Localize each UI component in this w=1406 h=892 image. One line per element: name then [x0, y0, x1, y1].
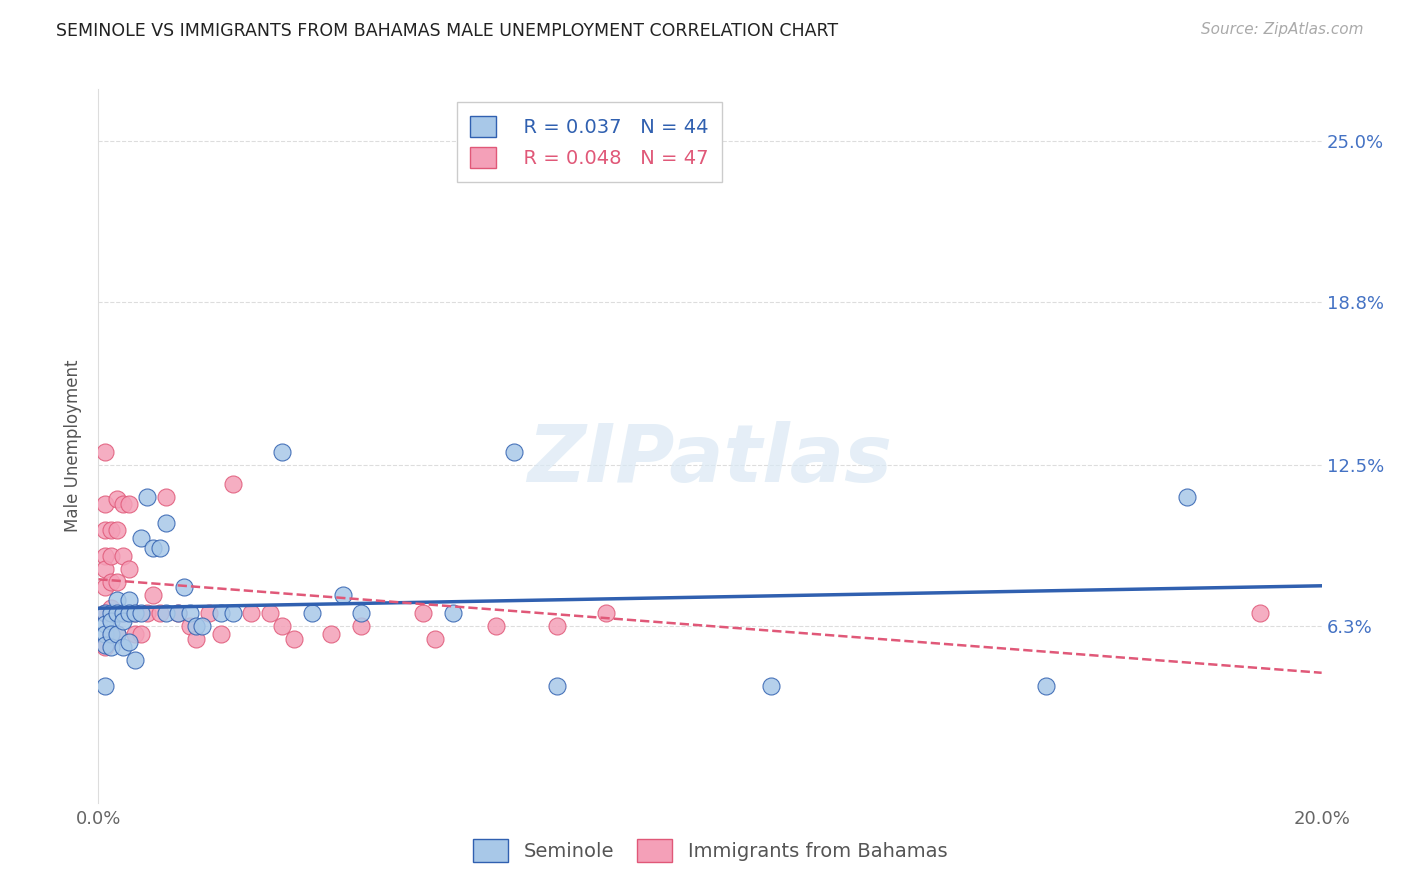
Point [759, 679, 782, 693]
Point [124, 607, 146, 621]
Point [270, 619, 292, 633]
Point [111, 607, 134, 621]
Point [93, 445, 115, 459]
Point [118, 607, 141, 621]
Point [350, 619, 373, 633]
Point [136, 607, 159, 621]
Point [100, 549, 122, 564]
Point [118, 593, 141, 607]
Point [222, 476, 245, 491]
Point [100, 524, 122, 538]
Point [1249, 607, 1271, 621]
Point [118, 635, 141, 649]
Point [167, 607, 190, 621]
Point [167, 607, 190, 621]
Point [350, 607, 373, 621]
Point [222, 607, 245, 621]
Point [485, 619, 508, 633]
Point [105, 627, 128, 641]
Point [240, 607, 263, 621]
Point [173, 581, 195, 595]
Point [93, 581, 115, 595]
Point [546, 679, 568, 693]
Point [423, 632, 446, 647]
Point [124, 627, 146, 641]
Point [155, 516, 177, 530]
Point [595, 607, 617, 621]
Point [332, 588, 354, 602]
Point [111, 640, 134, 654]
Point [319, 627, 342, 641]
Point [209, 627, 232, 641]
Point [191, 619, 214, 633]
Point [186, 619, 208, 633]
Point [270, 445, 292, 459]
Legend: Seminole, Immigrants from Bahamas: Seminole, Immigrants from Bahamas [463, 830, 957, 871]
Point [149, 541, 172, 556]
Y-axis label: Male Unemployment: Male Unemployment [65, 359, 83, 533]
Point [111, 497, 134, 511]
Point [155, 490, 177, 504]
Point [179, 619, 201, 633]
Point [441, 607, 464, 621]
Point [1035, 679, 1057, 693]
Point [1175, 490, 1198, 504]
Point [129, 627, 152, 641]
Point [100, 627, 122, 641]
Text: SEMINOLE VS IMMIGRANTS FROM BAHAMAS MALE UNEMPLOYMENT CORRELATION CHART: SEMINOLE VS IMMIGRANTS FROM BAHAMAS MALE… [56, 22, 838, 40]
Point [105, 575, 128, 590]
Point [301, 607, 323, 621]
Point [412, 607, 434, 621]
Point [111, 607, 134, 621]
Point [105, 607, 128, 621]
Point [118, 497, 141, 511]
Point [129, 531, 152, 545]
Point [93, 627, 115, 641]
Text: ZIPatlas: ZIPatlas [527, 421, 893, 500]
Point [283, 632, 305, 647]
Point [100, 601, 122, 615]
Point [142, 588, 165, 602]
Point [93, 497, 115, 511]
Point [124, 653, 146, 667]
Point [124, 607, 146, 621]
Point [93, 607, 115, 621]
Point [111, 614, 134, 628]
Point [186, 632, 208, 647]
Point [111, 549, 134, 564]
Point [105, 593, 128, 607]
Point [155, 607, 177, 621]
Point [100, 607, 122, 621]
Point [93, 679, 115, 693]
Point [105, 524, 128, 538]
Point [149, 607, 172, 621]
Point [105, 492, 128, 507]
Point [136, 490, 159, 504]
Point [93, 616, 115, 631]
Point [209, 607, 232, 621]
Point [142, 541, 165, 556]
Point [105, 627, 128, 641]
Text: Source: ZipAtlas.com: Source: ZipAtlas.com [1201, 22, 1364, 37]
Point [93, 638, 115, 652]
Point [100, 640, 122, 654]
Point [546, 619, 568, 633]
Point [93, 562, 115, 576]
Point [129, 607, 152, 621]
Point [93, 524, 115, 538]
Point [93, 607, 115, 621]
Point [93, 640, 115, 654]
Point [503, 445, 526, 459]
Point [100, 575, 122, 590]
Point [197, 607, 219, 621]
Point [100, 627, 122, 641]
Point [259, 607, 281, 621]
Point [179, 607, 201, 621]
Point [93, 549, 115, 564]
Point [118, 562, 141, 576]
Point [100, 614, 122, 628]
